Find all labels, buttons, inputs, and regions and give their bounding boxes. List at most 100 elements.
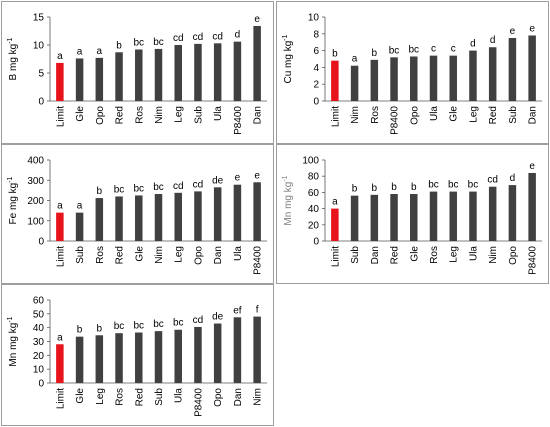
y-axis-label: B mg kg-1: [7, 37, 19, 80]
bar-ula: [213, 43, 222, 101]
significance-letter: bc: [448, 180, 459, 191]
x-tick-label: Ula: [233, 246, 244, 261]
bar-limit: [331, 208, 339, 241]
y-tick-label: 10: [308, 13, 320, 24]
bar-gle: [449, 55, 457, 101]
significance-letter: b: [332, 49, 338, 60]
x-tick-label: Ula: [213, 106, 224, 121]
bar-red: [390, 194, 398, 241]
bar-limit: [56, 62, 64, 101]
bar-p8400: [194, 326, 202, 383]
x-tick-label: Limit: [55, 246, 66, 267]
bar-ula: [469, 191, 477, 241]
y-tick-label: 10: [33, 41, 45, 52]
significance-letter: e: [254, 170, 260, 181]
significance-letter: e: [510, 26, 516, 37]
significance-letter: b: [372, 183, 378, 194]
x-tick-label: Leg: [468, 106, 479, 123]
bar-leg: [174, 45, 182, 101]
x-tick-label: Nim: [350, 106, 361, 124]
x-tick-label: Dan: [213, 246, 224, 264]
significance-letter: cd: [193, 315, 204, 326]
y-axis-label-superscript: -1: [7, 316, 14, 322]
y-tick-label: 60: [308, 188, 320, 199]
significance-letter: bc: [114, 321, 125, 332]
bar-leg: [449, 191, 457, 241]
bar-nim: [253, 316, 261, 383]
significance-letter: a: [57, 332, 63, 343]
y-tick-label: 0: [313, 97, 319, 108]
significance-letter: e: [235, 173, 241, 184]
significance-letter: a: [57, 201, 63, 212]
bar-p8400: [233, 41, 242, 101]
bar-leg: [95, 335, 104, 383]
significance-letter: a: [57, 51, 63, 62]
y-tick-label: 2: [313, 80, 319, 91]
significance-letter: bc: [153, 182, 164, 193]
x-tick-label: Red: [488, 106, 499, 124]
bar-gle: [75, 58, 84, 101]
y-tick-label: 300: [27, 176, 44, 187]
y-tick-label: 6: [313, 46, 319, 57]
x-tick-label: Ula: [468, 246, 479, 261]
bar-sub: [75, 212, 84, 241]
bar-nim: [154, 48, 163, 101]
x-tick-label: Leg: [174, 106, 185, 123]
bar-dan: [213, 187, 222, 241]
bar-dan: [370, 194, 379, 241]
significance-letter: cd: [193, 32, 204, 43]
y-tick-label: 10: [33, 365, 45, 376]
bar-ros: [135, 49, 143, 101]
significance-letter: cd: [212, 31, 223, 42]
x-tick-label: Ros: [115, 388, 126, 406]
x-tick-label: Gle: [409, 246, 420, 262]
significance-letter: de: [212, 312, 224, 323]
x-tick-label: Sub: [75, 246, 86, 264]
y-tick-label: 0: [38, 379, 44, 390]
significance-letter: de: [212, 175, 224, 186]
y-tick-label: 20: [33, 351, 45, 362]
significance-letter: b: [391, 182, 397, 193]
x-tick-label: Nim: [154, 106, 165, 124]
significance-letter: b: [97, 323, 103, 334]
y-tick-label: 0: [38, 237, 44, 248]
x-tick-label: Gle: [75, 388, 86, 404]
bar-sub: [194, 43, 202, 101]
bar-dan: [528, 35, 536, 102]
bar-ros: [370, 59, 379, 101]
bar-p8400: [528, 172, 536, 241]
bar-limit: [56, 344, 64, 383]
bar-limit: [56, 212, 64, 241]
y-axis-label: Fe mg kg-1: [7, 176, 19, 224]
significance-letter: d: [235, 30, 241, 41]
y-tick-label: 15: [33, 13, 45, 24]
x-tick-label: Red: [134, 388, 145, 406]
x-tick-label: Red: [115, 106, 126, 124]
y-axis-label-superscript: -1: [7, 176, 14, 182]
chart-svg: Mn mg kg-1 0 10 20 30 40 50 60 a Limit b Gle b Leg bc R…: [7, 296, 267, 417]
x-tick-label: Dan: [528, 106, 539, 124]
y-tick-label: 4: [313, 63, 319, 74]
significance-letter: e: [254, 14, 260, 25]
x-tick-label: Dan: [370, 246, 381, 264]
significance-letter: e: [529, 23, 535, 34]
bar-leg: [469, 50, 477, 101]
chart-svg: Mn mg kg-1 0 20 40 60 80 100 a Limit b Sub b Dan b Red…: [282, 156, 542, 275]
x-tick-label: Leg: [174, 246, 185, 263]
significance-letter: cd: [173, 33, 184, 44]
y-axis-label-superscript: -1: [282, 175, 289, 181]
significance-letter: bc: [133, 183, 144, 194]
significance-letter: a: [332, 197, 338, 208]
significance-letter: b: [352, 184, 358, 195]
chart-panel-mn-1: Mn mg kg-1 0 20 40 60 80 100 a Limit b Sub b Dan b Red…: [276, 144, 549, 284]
bar-p8400: [390, 57, 398, 101]
x-tick-label: P8400: [390, 106, 401, 135]
bar-gle: [135, 195, 143, 241]
significance-letter: b: [372, 48, 378, 59]
y-tick-label: 0: [313, 237, 319, 248]
bar-opo: [508, 185, 517, 241]
significance-letter: b: [411, 182, 417, 193]
y-axis-label-main: B mg kg: [8, 44, 19, 81]
significance-letter: cd: [173, 181, 184, 192]
bar-opo: [213, 323, 222, 383]
